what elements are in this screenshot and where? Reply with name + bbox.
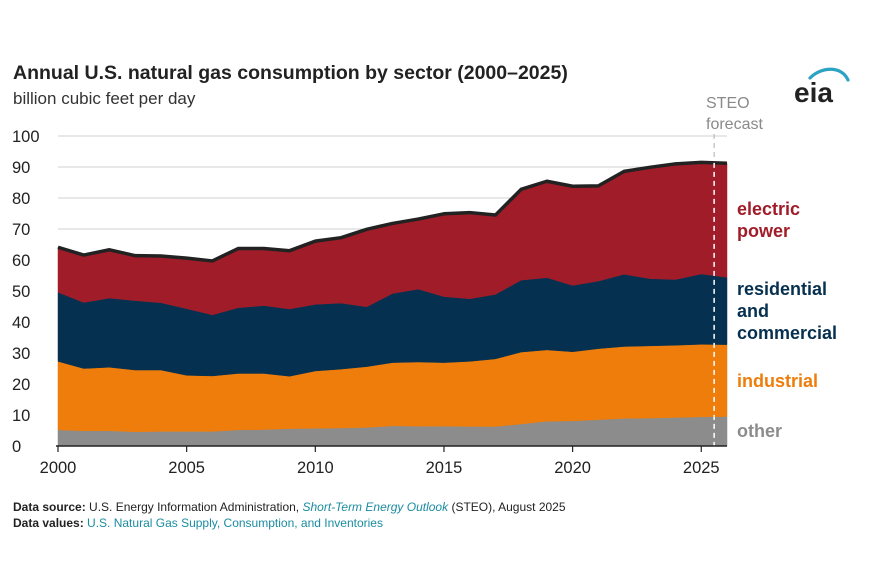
y-tick-label: 90 — [12, 159, 30, 177]
series-label-industrial: industrial — [737, 370, 818, 392]
data-values-link[interactable]: U.S. Natural Gas Supply, Consumption, an… — [87, 516, 383, 530]
y-tick-label: 0 — [12, 438, 21, 456]
total-line — [57, 160, 728, 263]
series-label-line: commercial — [737, 322, 838, 343]
axis-ticks: 0 10 20 30 40 50 60 70 80 90 100 2000 2005 2010 2015 20… — [12, 128, 727, 477]
forecast-label: STEO forecast — [706, 93, 763, 135]
steo-link[interactable]: Short-Term Energy Outlook — [302, 500, 449, 514]
forecast-label-line1: STEO — [706, 95, 750, 112]
svg-text:eia: eia — [794, 77, 833, 108]
stacked-areas — [57, 162, 728, 447]
forecast-label-line2: forecast — [706, 116, 763, 133]
y-tick-label: 10 — [12, 407, 30, 425]
y-tick-label: 80 — [12, 190, 30, 208]
chart-subtitle: billion cubic feet per day — [13, 89, 196, 108]
series-label-residential-and-commercial: residential and commercial — [737, 278, 837, 344]
eia-logo: eia — [794, 67, 850, 108]
footer-values: Data values: U.S. Natural Gas Supply, Co… — [13, 516, 383, 530]
x-tick-label: 2020 — [554, 459, 591, 477]
values-label: Data values: — [13, 516, 84, 530]
x-tick-label: 2005 — [168, 459, 205, 477]
chart-title: Annual U.S. natural gas consumption by s… — [13, 62, 568, 84]
x-tick-label: 2015 — [426, 459, 463, 477]
y-tick-label: 50 — [12, 283, 30, 301]
y-tick-label: 30 — [12, 345, 30, 363]
y-tick-label: 40 — [12, 314, 30, 332]
source-text: U.S. Energy Information Administration, — [89, 500, 300, 514]
source-label: Data source: — [13, 500, 86, 514]
x-tick-label: 2025 — [683, 459, 720, 477]
y-tick-label: 70 — [12, 221, 30, 239]
series-label-other: other — [737, 420, 782, 442]
series-label-line: power — [737, 221, 791, 242]
footer-source: Data source: U.S. Energy Information Adm… — [13, 500, 566, 514]
series-label-line: other — [737, 421, 782, 442]
x-tick-label: 2010 — [297, 459, 334, 477]
series-label-electric-power: electric power — [737, 198, 800, 242]
y-tick-label: 60 — [12, 252, 30, 270]
y-tick-label: 20 — [12, 376, 30, 394]
series-label-line: electric — [737, 199, 801, 220]
series-label-line: and — [737, 300, 770, 321]
chart-overlays — [57, 134, 728, 446]
series-label-line: residential — [737, 278, 828, 299]
source-date: (STEO), August 2025 — [451, 500, 566, 514]
y-tick-label: 100 — [12, 128, 40, 146]
x-tick-label: 2000 — [40, 459, 77, 477]
series-label-line: industrial — [737, 370, 819, 391]
